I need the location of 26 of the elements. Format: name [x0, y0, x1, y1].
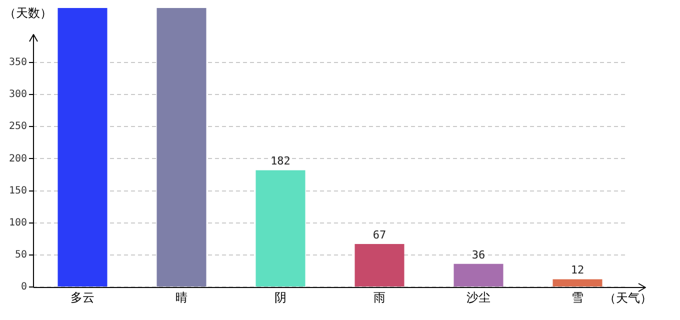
y-tick-label: 300	[8, 89, 27, 100]
x-tick-label: 雨	[374, 290, 386, 304]
bar	[552, 279, 602, 286]
bar	[156, 8, 206, 286]
y-tick-label: 250	[8, 121, 27, 132]
data-label: 67	[372, 228, 386, 242]
data-label: 36	[472, 248, 486, 262]
y-tick-label: 350	[8, 57, 27, 68]
bar	[256, 170, 306, 286]
x-tick-label: 雪	[572, 290, 584, 304]
y-axis-title: （天数）	[4, 6, 52, 20]
bar	[454, 264, 504, 286]
y-tick-label: 200	[8, 153, 27, 164]
x-tick-label: 沙尘	[466, 290, 490, 304]
x-tick-label: 晴	[176, 290, 188, 304]
x-tick-label: 阴	[274, 290, 286, 304]
y-tick-label: 100	[8, 217, 27, 228]
y-tick-label: 50	[14, 250, 27, 261]
data-label: 12	[570, 264, 584, 277]
y-tick-label: 150	[8, 185, 27, 196]
data-label: 182	[270, 154, 290, 168]
y-tick-label: 0	[20, 282, 27, 293]
bar	[58, 8, 108, 286]
x-tick-label: 多云	[70, 290, 94, 304]
bar	[354, 244, 404, 286]
x-axis-title: （天气）	[604, 291, 652, 306]
